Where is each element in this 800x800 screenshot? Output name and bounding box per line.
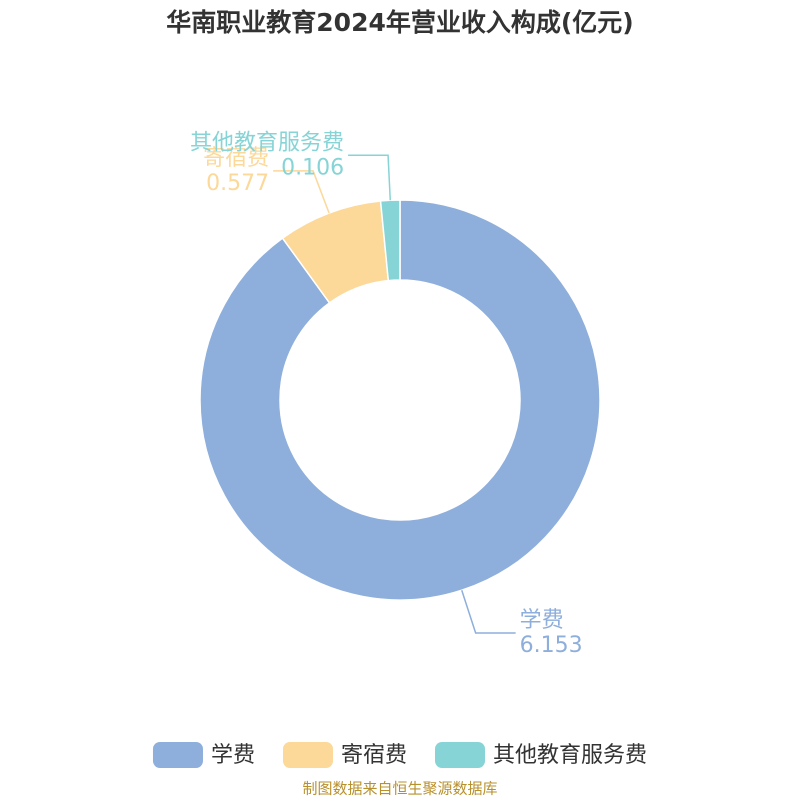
slice-value: 0.106 [281, 155, 344, 180]
legend-swatch [435, 742, 486, 768]
legend-label: 其他教育服务费 [493, 743, 647, 768]
legend-label: 寄宿费 [341, 743, 407, 768]
source-note: 制图数据来自恒生聚源数据库 [302, 780, 497, 798]
donut-segment [199, 199, 601, 601]
legend-label: 学费 [211, 743, 255, 768]
legend-swatch [282, 742, 333, 768]
leader-line [348, 154, 392, 201]
donut-segment [379, 199, 401, 282]
slice-label: 寄宿费 [203, 146, 269, 171]
slice-label: 其他教育服务费 [190, 130, 344, 155]
chart-title: 华南职业教育2024年营业收入构成(亿元) [166, 8, 633, 37]
slice-value: 6.153 [520, 633, 583, 658]
slice-value: 0.577 [206, 171, 269, 196]
leader-line [461, 589, 516, 634]
legend-swatch [152, 742, 203, 768]
leader-line [273, 170, 330, 214]
slice-label: 学费 [520, 608, 564, 633]
